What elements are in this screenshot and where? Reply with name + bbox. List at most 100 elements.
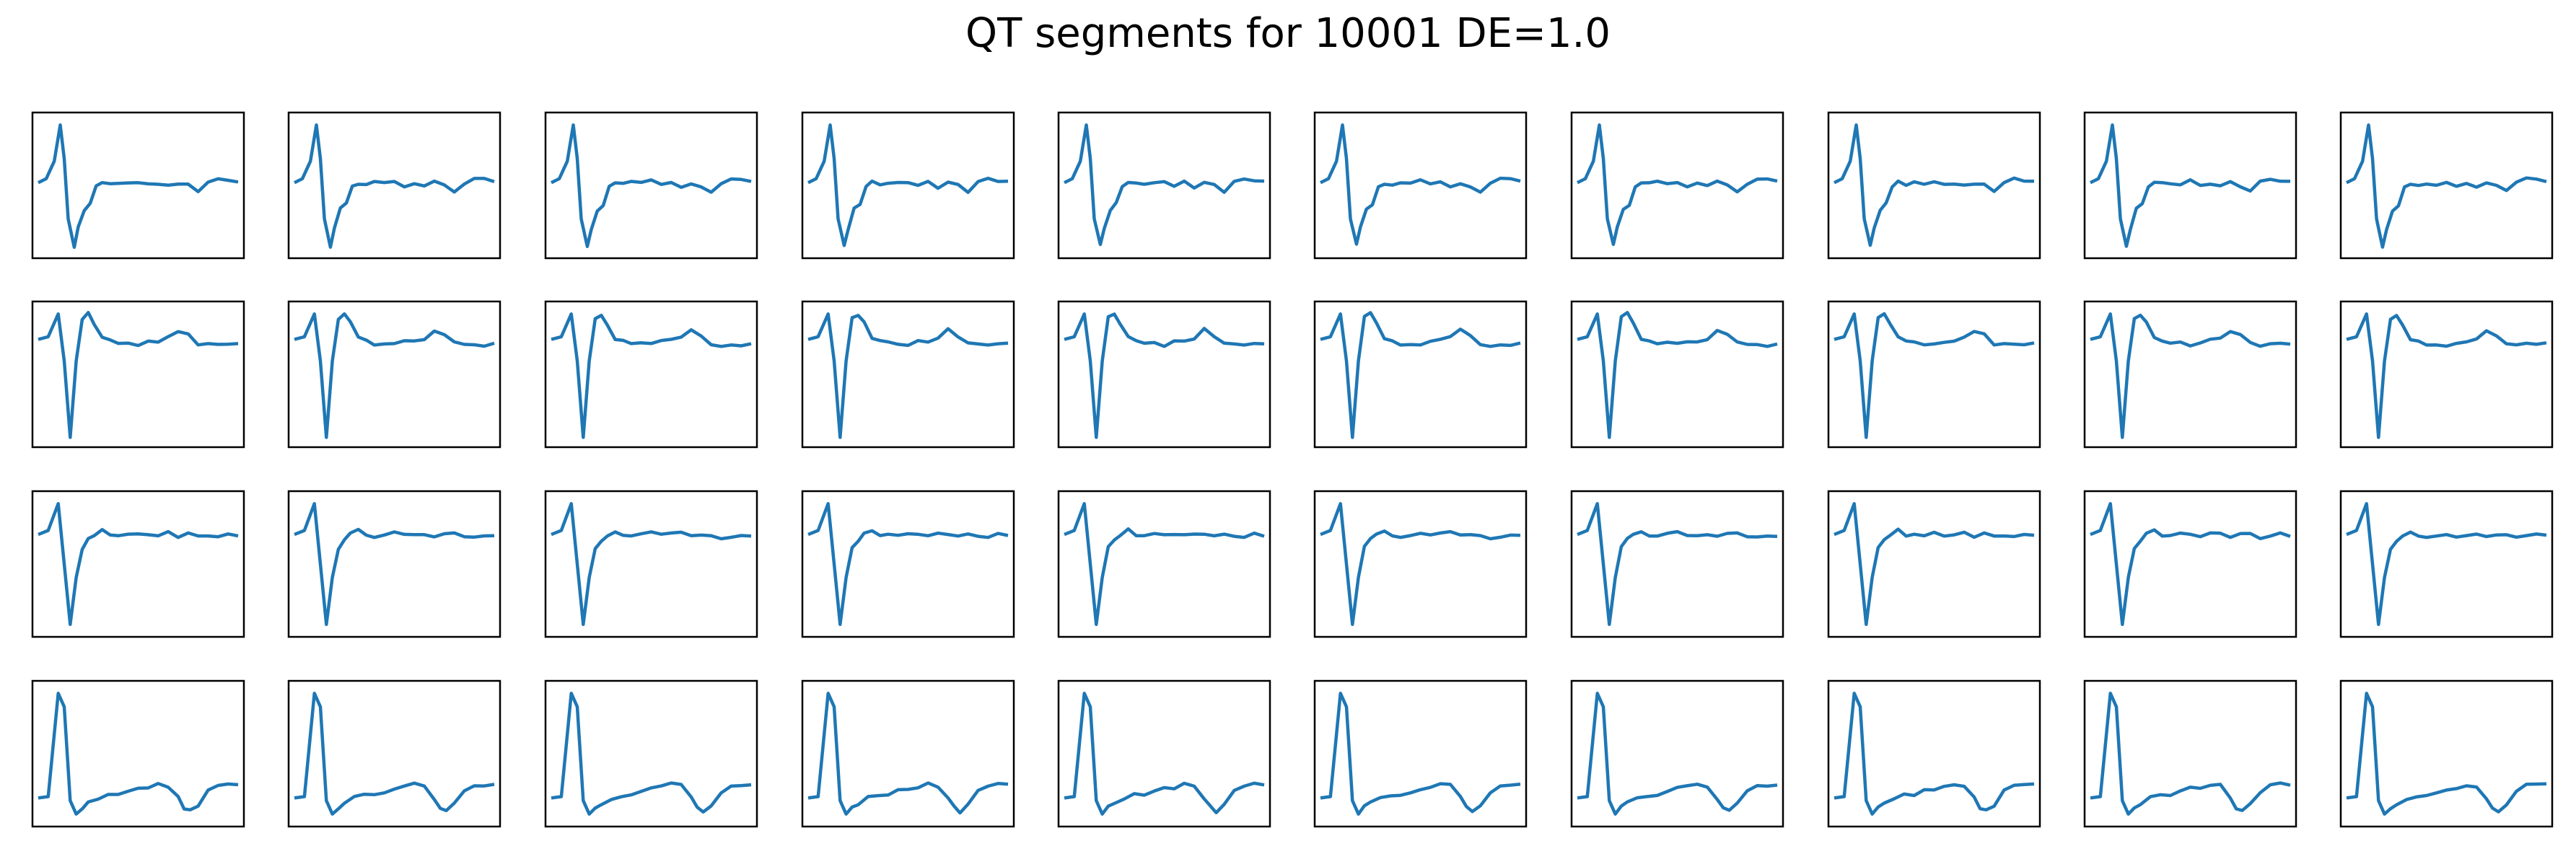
waveform-line: [807, 312, 1009, 439]
subplot-frame: [1057, 679, 1271, 828]
subplot-frame: [1313, 300, 1528, 449]
subplot-r2-c4: [801, 300, 1015, 449]
subplot-r1-c4: [801, 111, 1015, 260]
waveform-line: [2090, 692, 2291, 816]
subplot-r2-c2: [287, 300, 501, 449]
subplot-frame: [2339, 490, 2554, 638]
subplot-frame: [801, 111, 1015, 260]
subplot-frame: [1057, 300, 1271, 449]
subplot-frame: [1570, 679, 1784, 828]
waveform-line: [807, 502, 1009, 626]
subplot-frame: [1570, 111, 1784, 260]
waveform-line: [1834, 312, 2035, 439]
chart-title: QT segments for 10001 DE=1.0: [965, 10, 1611, 57]
subplot-r3-c5: [1057, 490, 1271, 638]
waveform-line: [1834, 502, 2035, 626]
waveform-line: [1577, 311, 1778, 439]
waveform-line: [2346, 312, 2547, 439]
subplot-r2-c5: [1057, 300, 1271, 449]
subplot-r1-c9: [2083, 111, 2297, 260]
subplot-r3-c1: [31, 490, 245, 638]
waveform-line: [1834, 692, 2035, 816]
subplot-r3-c4: [801, 490, 1015, 638]
subplot-r1-c6: [1313, 111, 1528, 260]
subplot-r3-c2: [287, 490, 501, 638]
subplot-r1-c1: [31, 111, 245, 260]
subplot-frame: [2339, 300, 2554, 449]
waveform-line: [2090, 312, 2291, 439]
subplot-frame: [287, 490, 501, 638]
subplot-frame: [2339, 679, 2554, 828]
subplot-frame: [2083, 300, 2297, 449]
subplot-r2-c1: [31, 300, 245, 449]
subplot-r4-c6: [1313, 679, 1528, 828]
waveform-line: [2345, 123, 2547, 249]
subplot-frame: [31, 490, 245, 638]
subplot-frame: [544, 111, 758, 260]
waveform-line: [1577, 692, 1778, 816]
waveform-line: [38, 692, 239, 816]
subplot-r4-c9: [2083, 679, 2297, 828]
subplot-r2-c8: [1827, 300, 2041, 449]
subplot-frame: [2339, 111, 2554, 260]
subplot-r2-c7: [1570, 300, 1784, 449]
subplot-frame: [287, 111, 501, 260]
subplot-r4-c2: [287, 679, 501, 828]
subplot-frame: [31, 679, 245, 828]
subplot-r4-c8: [1827, 679, 2041, 828]
subplot-r3-c3: [544, 490, 758, 638]
subplot-r2-c9: [2083, 300, 2297, 449]
subplot-r1-c7: [1570, 111, 1784, 260]
subplot-r3-c10: [2339, 490, 2554, 638]
subplot-r2-c3: [544, 300, 758, 449]
waveform-line: [551, 692, 752, 816]
waveform-line: [37, 123, 239, 250]
waveform-line: [550, 123, 752, 248]
subplot-frame: [2083, 111, 2297, 260]
subplot-frame: [1313, 679, 1528, 828]
waveform-line: [294, 312, 495, 439]
subplot-frame: [1313, 490, 1528, 638]
waveform-line: [2090, 502, 2291, 626]
waveform-line: [1576, 123, 1778, 247]
subplot-r2-c6: [1313, 300, 1528, 449]
subplot-r4-c1: [31, 679, 245, 828]
waveform-line: [1320, 692, 1521, 816]
subplot-r1-c5: [1057, 111, 1271, 260]
waveform-line: [38, 311, 239, 439]
subplot-frame: [801, 300, 1015, 449]
subplot-r3-c8: [1827, 490, 2041, 638]
subplot-r1-c8: [1827, 111, 2041, 260]
subplot-frame: [2083, 679, 2297, 828]
waveform-line: [1833, 123, 2035, 247]
waveform-line: [2089, 123, 2291, 248]
subplot-frame: [287, 300, 501, 449]
waveform-line: [807, 692, 1009, 816]
waveform-line: [2346, 692, 2547, 816]
subplot-r2-c10: [2339, 300, 2554, 449]
waveform-line: [1064, 692, 1265, 816]
subplot-r1-c3: [544, 111, 758, 260]
waveform-line: [1320, 502, 1521, 626]
waveform-line: [807, 123, 1009, 247]
waveform-line: [1063, 123, 1265, 247]
subplot-r3-c9: [2083, 490, 2297, 638]
subplot-r1-c2: [287, 111, 501, 260]
subplot-frame: [1827, 679, 2041, 828]
subplot-frame: [1570, 300, 1784, 449]
subplot-frame: [31, 111, 245, 260]
subplot-frame: [1827, 490, 2041, 638]
subplot-r4-c4: [801, 679, 1015, 828]
waveform-line: [293, 123, 495, 249]
subplot-r4-c7: [1570, 679, 1784, 828]
subplot-frame: [31, 300, 245, 449]
subplot-frame: [1057, 490, 1271, 638]
subplot-r4-c10: [2339, 679, 2554, 828]
subplot-frame: [544, 490, 758, 638]
subplot-frame: [1570, 490, 1784, 638]
subplot-frame: [1827, 300, 2041, 449]
subplot-frame: [2083, 490, 2297, 638]
waveform-line: [1064, 502, 1265, 626]
waveform-line: [551, 502, 752, 626]
